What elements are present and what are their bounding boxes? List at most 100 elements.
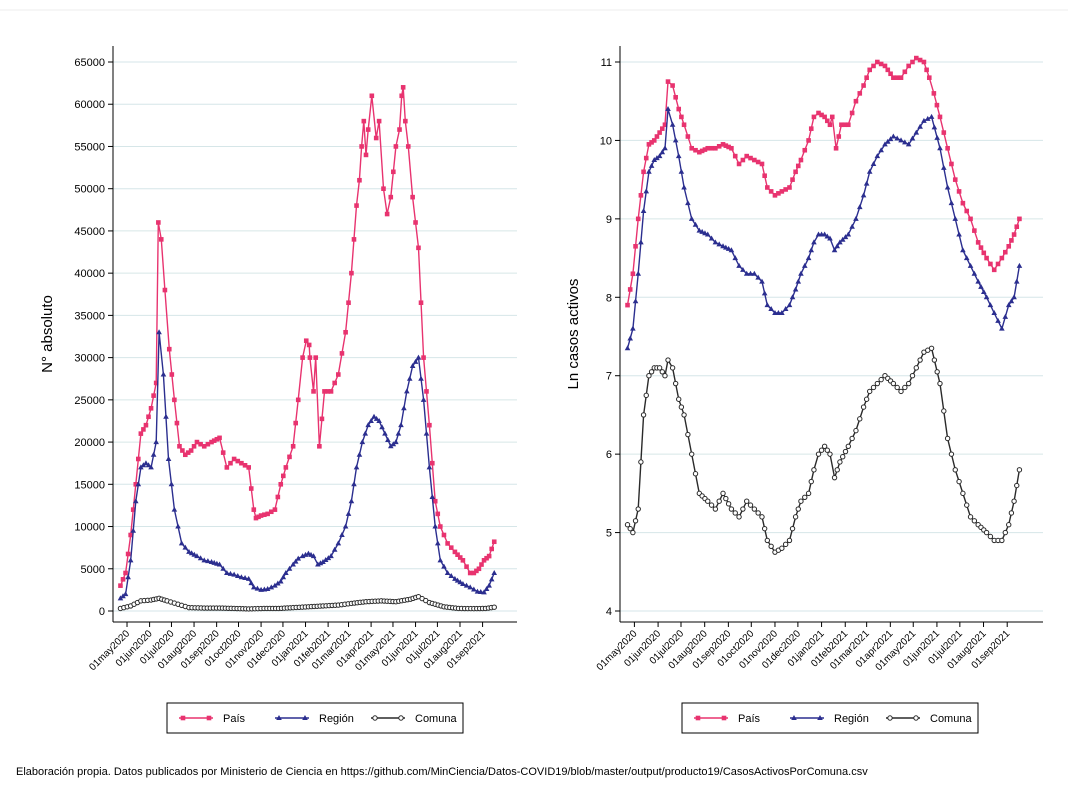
data-point bbox=[638, 239, 644, 245]
data-point bbox=[382, 430, 388, 436]
data-point bbox=[776, 191, 781, 196]
data-point bbox=[1002, 529, 1008, 536]
data-point bbox=[474, 568, 479, 574]
data-point bbox=[290, 561, 296, 567]
data-point bbox=[423, 430, 430, 436]
series-line bbox=[626, 57, 1021, 306]
data-point bbox=[740, 266, 746, 272]
data-point bbox=[692, 471, 699, 477]
data-point bbox=[445, 541, 450, 546]
data-point bbox=[672, 380, 679, 387]
data-point bbox=[376, 118, 382, 124]
data-point bbox=[928, 113, 935, 119]
data-point bbox=[967, 262, 974, 268]
data-point bbox=[853, 98, 859, 104]
data-point bbox=[365, 127, 371, 132]
legend-marker bbox=[721, 715, 727, 721]
data-point bbox=[214, 436, 220, 442]
data-point bbox=[842, 234, 849, 240]
data-point bbox=[960, 490, 966, 497]
data-point bbox=[481, 589, 487, 595]
data-point bbox=[278, 482, 284, 487]
legend-label: Comuna bbox=[930, 713, 972, 725]
data-point bbox=[952, 467, 958, 473]
data-point bbox=[118, 583, 123, 588]
data-point bbox=[384, 211, 390, 217]
data-point bbox=[720, 490, 726, 497]
data-point bbox=[474, 588, 481, 594]
data-point bbox=[220, 450, 226, 455]
data-point bbox=[357, 177, 362, 183]
data-point bbox=[300, 355, 305, 360]
y-tick-label: 11 bbox=[601, 57, 612, 69]
data-point bbox=[128, 532, 133, 538]
data-point bbox=[488, 576, 495, 582]
data-point bbox=[122, 591, 129, 597]
data-point bbox=[359, 439, 366, 445]
data-point bbox=[388, 194, 394, 200]
data-point bbox=[971, 518, 978, 524]
data-point bbox=[643, 155, 649, 161]
data-point bbox=[135, 481, 142, 487]
data-point bbox=[153, 380, 159, 386]
data-point bbox=[692, 221, 699, 227]
data-point bbox=[1006, 522, 1012, 528]
data-point bbox=[238, 574, 245, 580]
data-point bbox=[747, 270, 754, 276]
data-point bbox=[373, 415, 380, 421]
data-point bbox=[489, 546, 494, 552]
data-point bbox=[931, 124, 938, 130]
data-point bbox=[696, 227, 703, 233]
series-circle bbox=[624, 345, 1023, 555]
data-point bbox=[676, 106, 682, 112]
data-point bbox=[150, 451, 157, 457]
data-point bbox=[728, 247, 735, 253]
legend-marker bbox=[180, 715, 186, 721]
data-point bbox=[172, 397, 177, 403]
data-point bbox=[659, 369, 665, 375]
data-point bbox=[627, 525, 633, 532]
data-point bbox=[209, 439, 214, 445]
data-point bbox=[420, 396, 427, 402]
data-point bbox=[699, 228, 705, 234]
data-point bbox=[857, 416, 863, 422]
data-point bbox=[224, 465, 230, 470]
y-tick-label: 8 bbox=[606, 292, 612, 304]
data-point bbox=[688, 215, 695, 221]
data-point bbox=[821, 231, 828, 237]
data-point bbox=[169, 372, 175, 377]
data-point bbox=[713, 145, 718, 151]
data-point bbox=[254, 585, 261, 591]
data-point bbox=[980, 289, 987, 295]
data-point bbox=[290, 444, 296, 449]
data-point bbox=[319, 416, 325, 422]
data-point bbox=[393, 144, 399, 149]
data-point bbox=[934, 369, 940, 375]
data-point bbox=[399, 93, 405, 99]
data-point bbox=[138, 431, 144, 436]
data-point bbox=[890, 380, 897, 387]
data-point bbox=[640, 412, 647, 418]
data-point bbox=[434, 540, 441, 546]
series-square bbox=[625, 55, 1022, 308]
data-point bbox=[988, 261, 993, 267]
data-point bbox=[736, 262, 742, 268]
data-point bbox=[789, 294, 796, 300]
data-point bbox=[704, 231, 711, 237]
data-point bbox=[635, 216, 641, 222]
data-point bbox=[948, 451, 955, 457]
data-point bbox=[874, 153, 881, 159]
data-point bbox=[627, 335, 634, 341]
data-point bbox=[381, 186, 386, 191]
data-point bbox=[385, 436, 391, 442]
data-point bbox=[371, 413, 377, 419]
data-point bbox=[463, 582, 470, 588]
data-point bbox=[948, 200, 955, 206]
data-point bbox=[878, 376, 884, 383]
data-point bbox=[464, 564, 469, 569]
data-point bbox=[339, 351, 345, 356]
data-point bbox=[786, 537, 793, 544]
data-point bbox=[924, 115, 931, 121]
y-tick-label: 6 bbox=[606, 449, 612, 461]
data-point bbox=[245, 575, 252, 581]
